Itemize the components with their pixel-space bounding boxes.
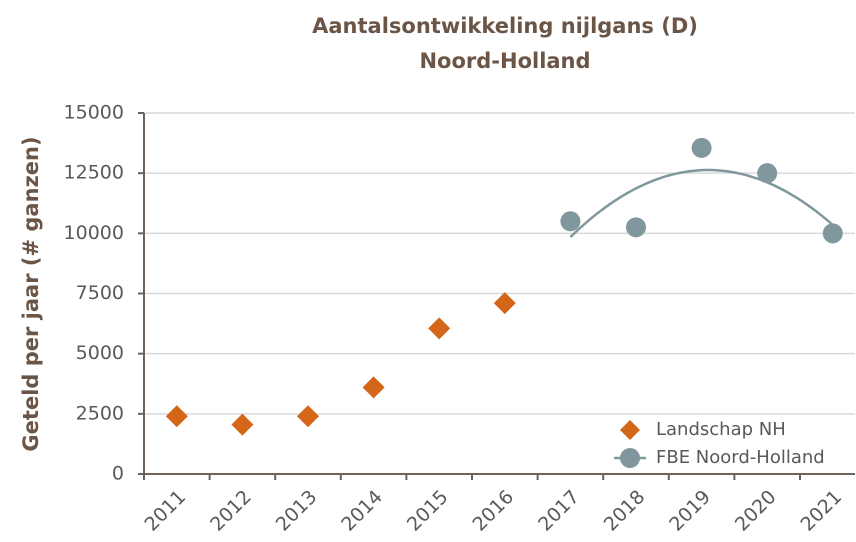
chart-title: Aantalsontwikkeling nijlgans (D) (312, 14, 698, 38)
x-tick-label: 2018 (600, 486, 650, 536)
point (297, 405, 319, 428)
trend-line (569, 168, 834, 238)
point (822, 223, 843, 244)
x-tick-label: 2016 (468, 486, 518, 536)
x-tick-label: 2020 (731, 486, 781, 536)
legend-label: Landschap NH (656, 419, 786, 440)
x-tick-label: 2021 (796, 486, 846, 536)
x-tick-label: 2011 (140, 486, 190, 536)
point (231, 413, 254, 436)
chart-title: Noord-Holland (419, 49, 590, 73)
y-tick-label: 2500 (76, 402, 124, 424)
point (428, 317, 451, 340)
x-tick-label: 2017 (534, 486, 584, 536)
x-tick-label: 2013 (272, 486, 322, 536)
x-tick-label: 2014 (337, 486, 387, 536)
x-tick-label: 2019 (665, 486, 715, 536)
legend-marker (620, 420, 640, 440)
point (757, 163, 778, 184)
legend-label: FBE Noord-Holland (656, 447, 825, 468)
y-tick-label: 7500 (76, 282, 124, 304)
x-tick-label: 2015 (403, 486, 453, 536)
y-axis-label: Geteld per jaar (# ganzen) (19, 136, 43, 451)
y-tick-label: 15000 (64, 102, 124, 124)
point (362, 376, 385, 399)
legend-marker (620, 448, 640, 468)
y-tick-label: 10000 (64, 222, 124, 244)
point (493, 292, 516, 315)
point (626, 217, 646, 238)
y-tick-label: 5000 (76, 342, 124, 364)
x-tick-label: 2012 (206, 486, 256, 536)
point (560, 211, 581, 232)
y-tick-label: 12500 (64, 162, 124, 184)
point (165, 405, 188, 428)
point (691, 137, 712, 158)
y-tick-label: 0 (112, 463, 124, 485)
